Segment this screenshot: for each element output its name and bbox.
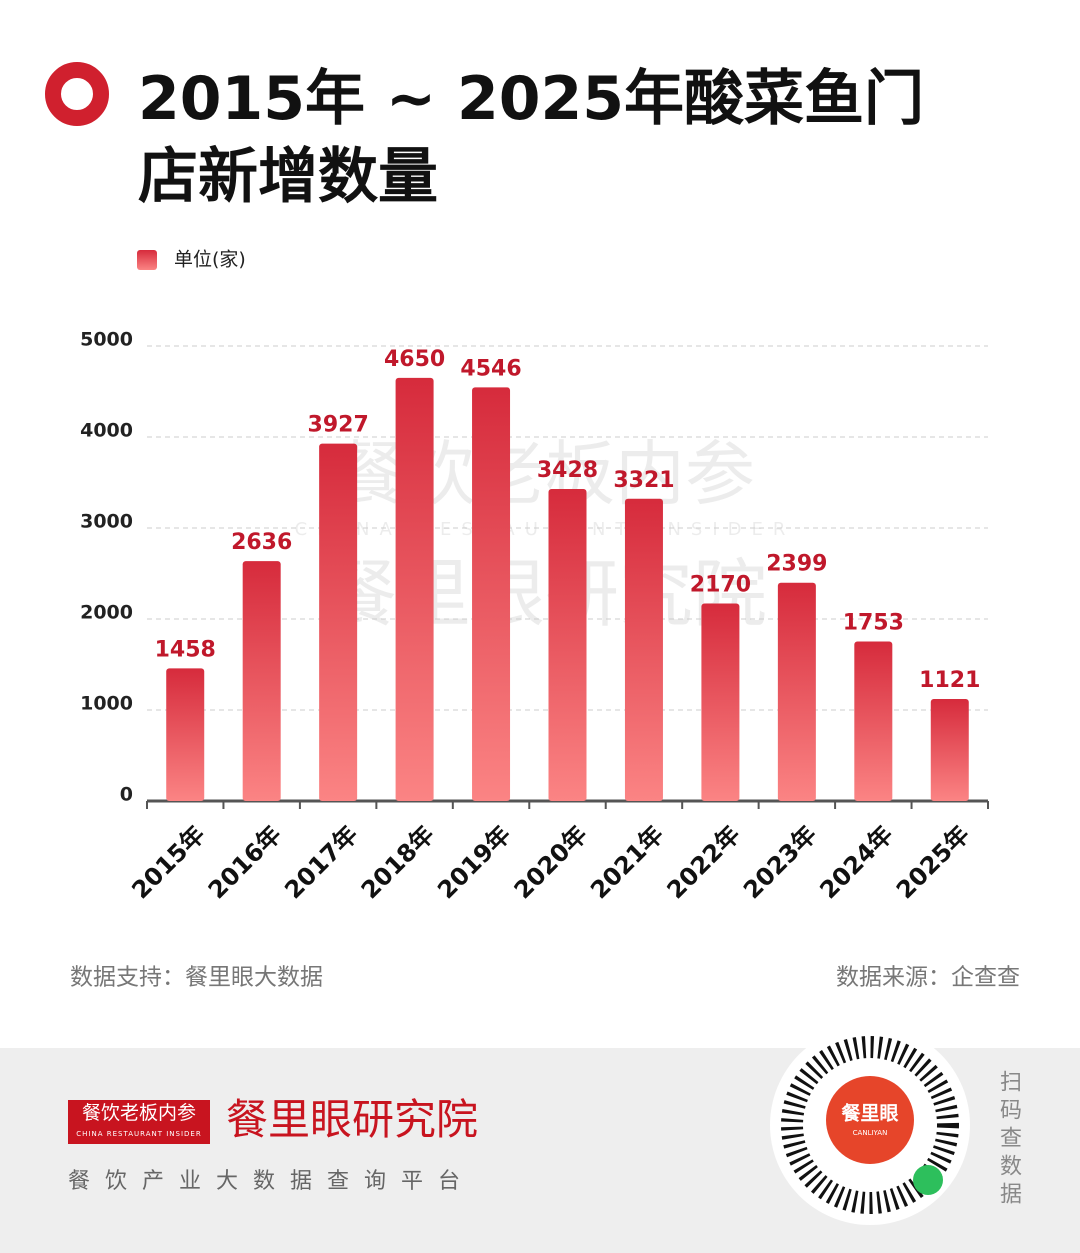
x-tick-label: 2025年 [891, 820, 975, 904]
x-tick-label: 2021年 [585, 820, 669, 904]
value-label: 1753 [843, 610, 904, 635]
value-label: 3927 [308, 413, 369, 438]
value-label: 4650 [384, 347, 445, 372]
y-tick-label: 3000 [80, 511, 133, 533]
bar [701, 603, 740, 801]
qr-name: 餐里眼 [841, 1102, 898, 1125]
x-tick-label: 2015年 [126, 820, 210, 904]
x-tick-label: 2019年 [432, 820, 516, 904]
value-label: 1458 [155, 637, 216, 662]
y-tick-label: 0 [120, 784, 133, 806]
bar [930, 698, 969, 801]
legend-swatch [137, 250, 157, 270]
x-tick-label: 2024年 [815, 820, 899, 904]
value-label: 2636 [231, 530, 292, 555]
x-tick-label: 2017年 [279, 820, 363, 904]
bar [624, 498, 663, 801]
value-label: 1121 [919, 668, 980, 693]
watermark-text: CHINA RESTAURANT INSIDER [295, 519, 796, 540]
bar [854, 641, 893, 801]
qr-center [826, 1076, 914, 1164]
chart-title: 2015年 ~ 2025年酸菜鱼门店新增数量 [138, 64, 925, 212]
footer-brand: 餐里眼研究院 [226, 1095, 478, 1144]
footer-logo-sub: CHINA RESTAURANT INSIDER [76, 1130, 201, 1138]
data-support: 数据支持：餐里眼大数据 [70, 965, 323, 991]
qr-pattern [781, 1036, 959, 1214]
bar [472, 387, 511, 801]
y-tick-label: 2000 [80, 602, 133, 624]
value-label: 3321 [613, 468, 674, 493]
x-tick-label: 2020年 [509, 820, 593, 904]
value-label: 3428 [537, 458, 598, 483]
footer-logo-text: 餐饮老板内参 [82, 1102, 196, 1124]
bar [242, 561, 281, 801]
mini-program-icon [913, 1165, 943, 1195]
scan-hint: 扫码查数据 [996, 1070, 1022, 1210]
value-label: 2170 [690, 573, 751, 598]
title-icon [45, 62, 109, 126]
bar [777, 582, 816, 801]
y-tick-label: 1000 [80, 693, 133, 715]
y-tick-label: 5000 [80, 329, 133, 351]
unit-label: 单位(家) [174, 249, 246, 271]
data-source: 数据来源：企查查 [836, 965, 1020, 991]
x-tick-label: 2023年 [738, 820, 822, 904]
x-tick-label: 2018年 [356, 820, 440, 904]
qr-sub: CANLIYAN [853, 1129, 888, 1137]
footer-tagline: 餐饮产业大数据查询平台 [68, 1169, 475, 1194]
bar [319, 443, 358, 801]
value-label: 2399 [766, 552, 827, 577]
footer-logo [68, 1100, 210, 1144]
bar [548, 489, 587, 801]
bar [166, 668, 205, 801]
x-tick-label: 2022年 [662, 820, 746, 904]
x-tick-label: 2016年 [203, 820, 287, 904]
value-label: 4546 [460, 356, 521, 381]
y-tick-label: 4000 [80, 420, 133, 442]
bar [395, 377, 434, 801]
